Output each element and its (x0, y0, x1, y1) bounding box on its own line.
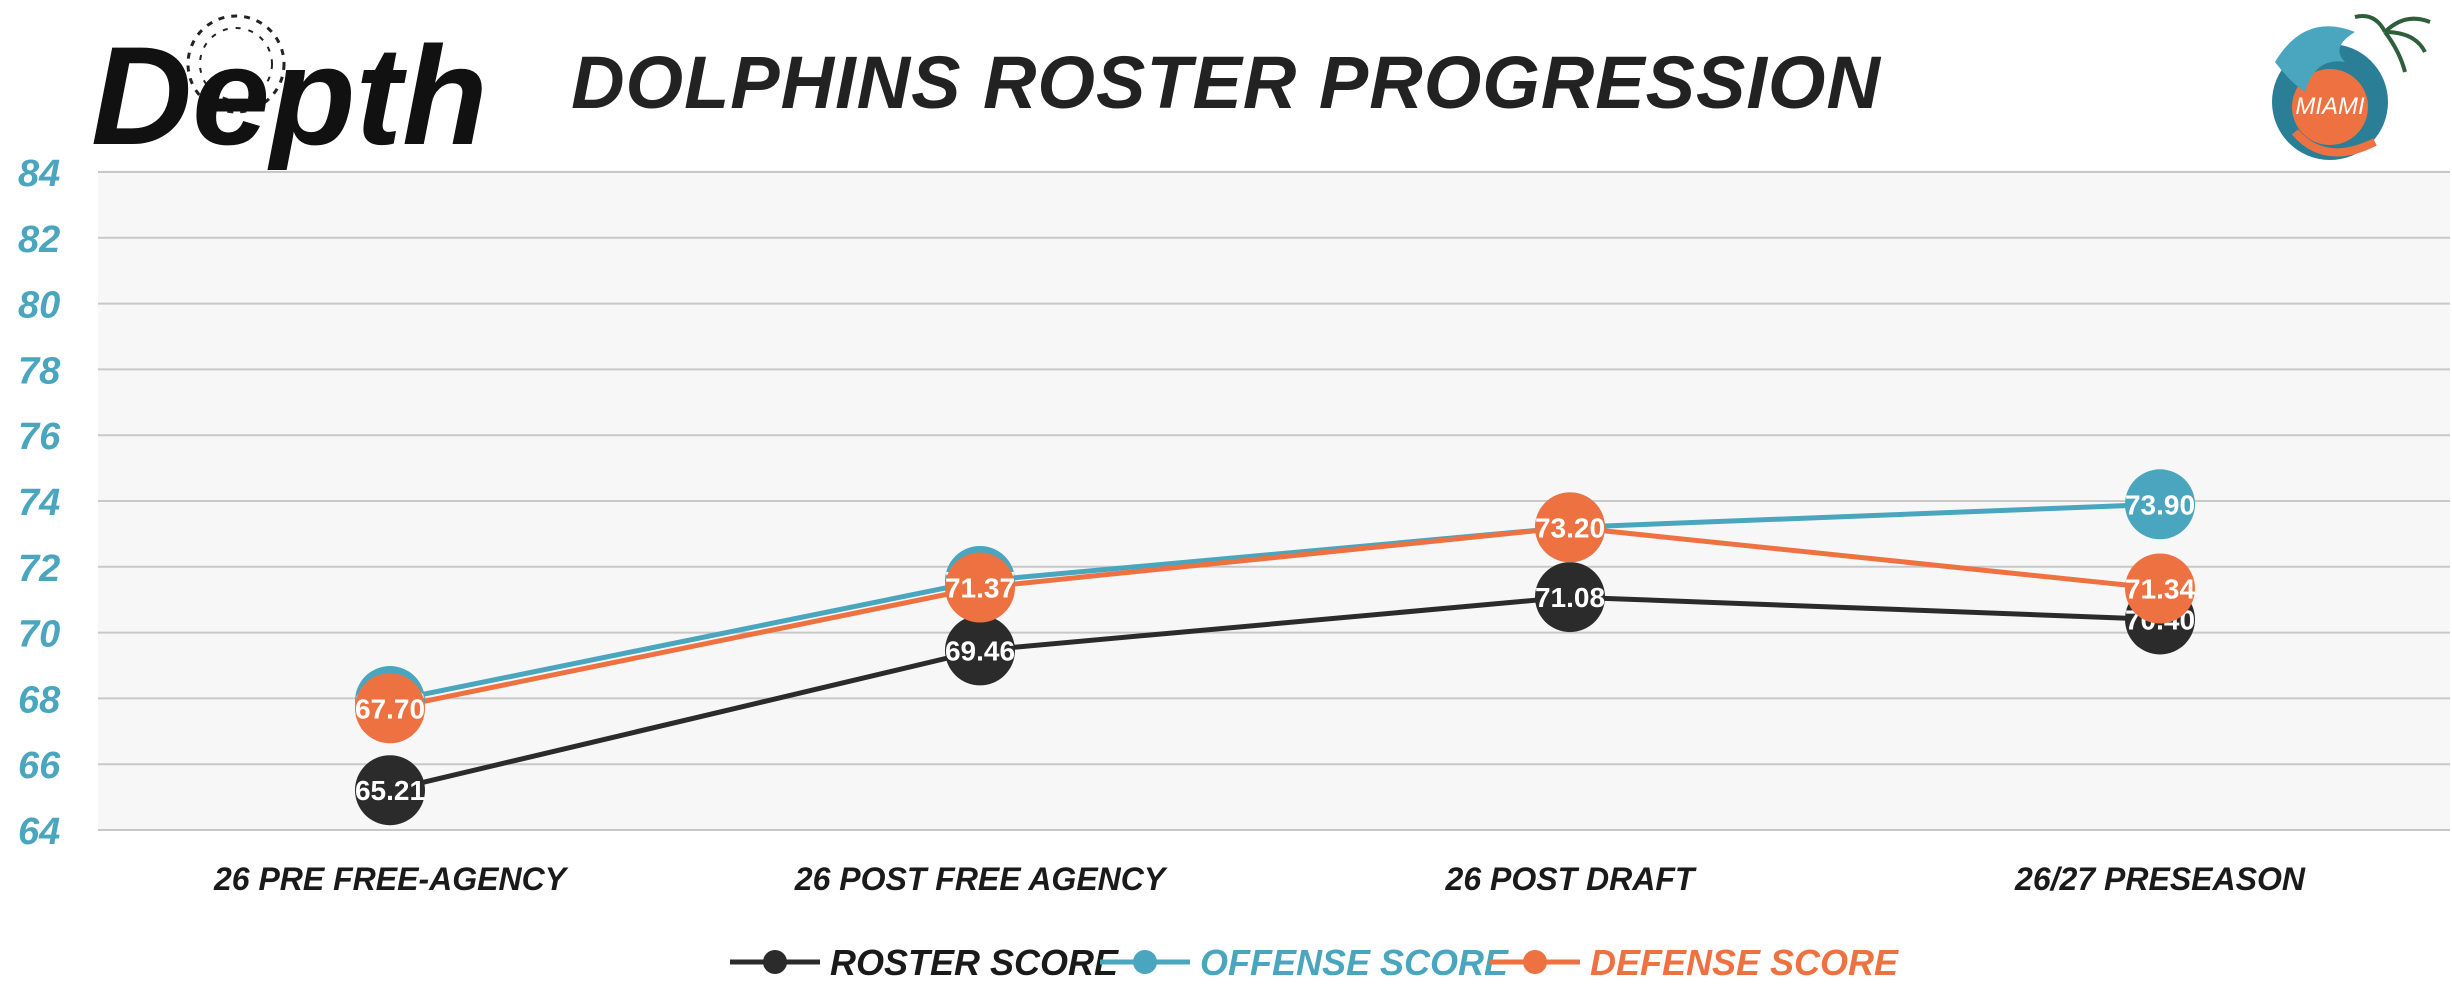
series-line-2 (389, 524, 2161, 711)
y-tick-label: 82 (18, 219, 60, 261)
dolphins-logo-text: MIAMI (2295, 93, 2365, 120)
data-point (1535, 492, 1605, 563)
y-tick-label: 68 (18, 679, 61, 721)
data-point (2125, 553, 2195, 624)
x-tick-label: 26 POST DRAFT (1445, 861, 1697, 897)
x-tick-label: 26/27 PRESEASON (2014, 861, 2306, 897)
legend-marker (1523, 950, 1547, 974)
data-label: 65.21 (355, 775, 425, 806)
legend-label: DEFENSE SCORE (1590, 942, 1899, 983)
data-label: 73.90 (2125, 489, 2195, 520)
data-point (2125, 469, 2195, 540)
data-label: 71.37 (945, 573, 1015, 604)
y-tick-label: 80 (18, 285, 60, 327)
depth-logo-text: Depth (91, 17, 486, 174)
y-tick-label: 64 (18, 811, 60, 853)
y-tick-label: 72 (18, 548, 60, 590)
y-tick-label: 66 (18, 745, 61, 787)
data-label: 69.46 (945, 635, 1015, 666)
legend-marker (763, 950, 787, 974)
legend-marker (1133, 950, 1157, 974)
legend-label: OFFENSE SCORE (1200, 942, 1509, 983)
data-label: 71.34 (2125, 574, 2195, 605)
y-tick-label: 70 (18, 614, 60, 656)
y-tick-label: 78 (18, 350, 61, 392)
depth-logo: Depth (91, 14, 486, 174)
data-point (1535, 562, 1605, 633)
dolphins-logo: MIAMI (2272, 14, 2431, 160)
x-tick-label: 26 POST FREE AGENCY (794, 861, 1168, 897)
y-tick-label: 76 (18, 416, 61, 458)
y-tick-label: 74 (18, 482, 60, 524)
series-line-0 (389, 594, 2161, 793)
legend-label: ROSTER SCORE (830, 942, 1119, 983)
data-point (945, 615, 1015, 686)
data-point (355, 673, 425, 744)
y-tick-label: 84 (18, 153, 60, 195)
series-line-1 (389, 501, 2161, 704)
data-point (945, 552, 1015, 623)
x-tick-label: 26 PRE FREE-AGENCY (213, 861, 569, 897)
data-label: 73.20 (1535, 512, 1605, 543)
data-point (355, 755, 425, 826)
data-label: 71.08 (1535, 582, 1605, 613)
chart-title: DOLPHINS ROSTER PROGRESSION (571, 41, 1881, 124)
data-label: 67.70 (355, 693, 425, 724)
